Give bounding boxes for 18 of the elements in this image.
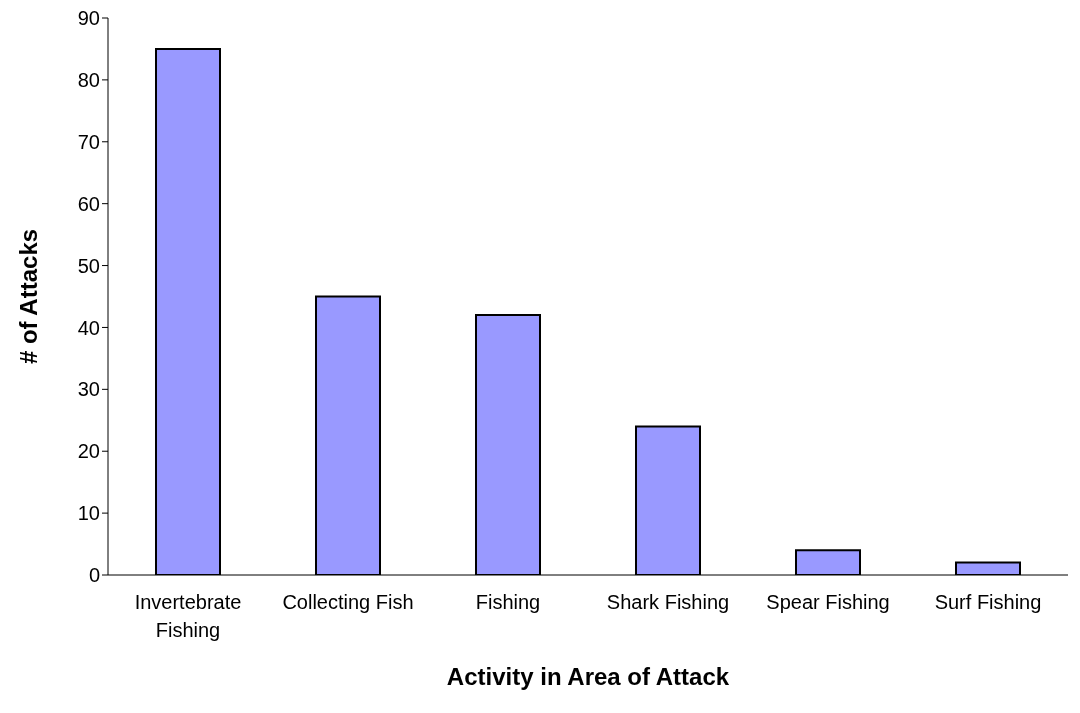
y-tick-label: 90 — [77, 7, 100, 30]
y-tick-label: 10 — [77, 502, 100, 525]
y-axis-title: # of Attacks — [14, 228, 42, 365]
y-tick-label: 0 — [88, 564, 100, 587]
x-axis-title: Activity in Area of Attack — [446, 663, 730, 690]
y-tick-label: 80 — [77, 68, 100, 91]
y-tick-label: 70 — [77, 130, 100, 153]
y-tick-label: 60 — [77, 192, 100, 215]
x-tick-label: Spear Fishing — [766, 591, 890, 614]
x-tick-label: Collecting Fish — [282, 591, 414, 614]
x-tick-label: Fishing — [475, 591, 541, 614]
x-tick-label: Invertebrate Fishing — [134, 591, 242, 642]
y-tick-label: 40 — [77, 316, 100, 339]
y-tick-label: 20 — [77, 440, 100, 463]
x-tick-label: Shark Fishing — [606, 591, 730, 614]
y-tick-label: 30 — [77, 378, 100, 401]
x-tick-label: Surf Fishing — [934, 591, 1042, 614]
y-tick-label: 50 — [77, 254, 100, 277]
